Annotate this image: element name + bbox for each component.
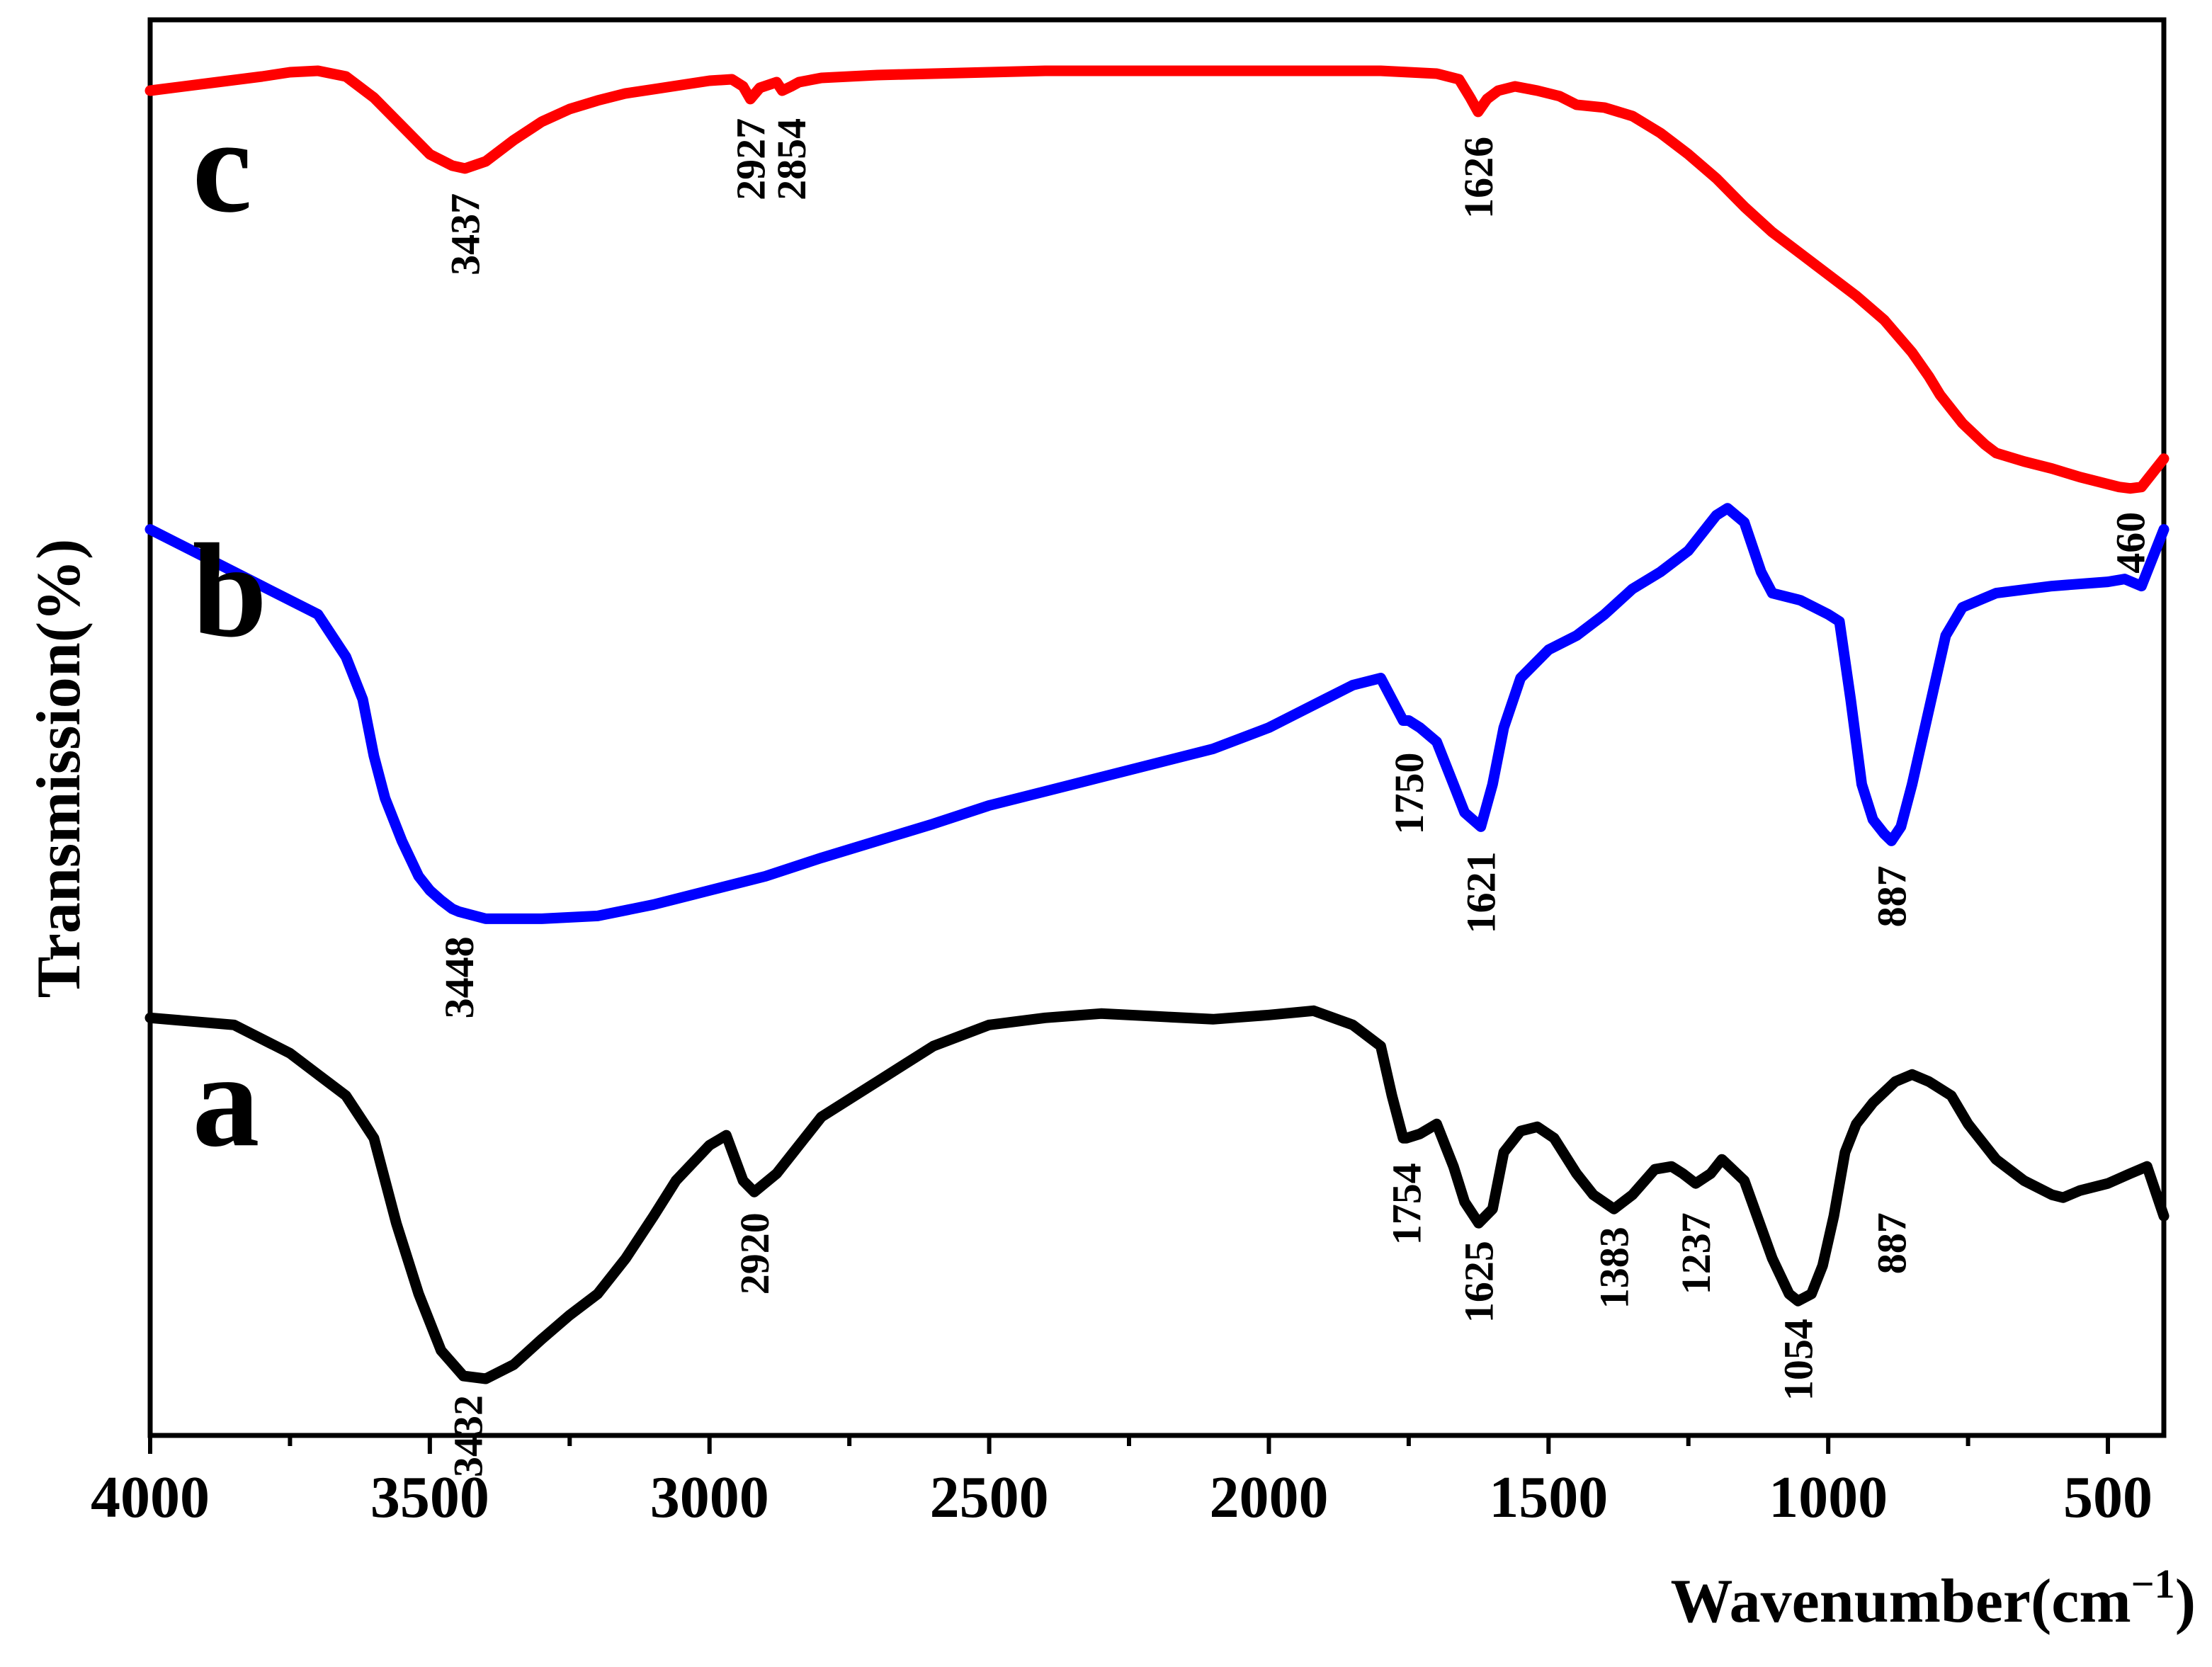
x-tick-label: 2500 bbox=[930, 1464, 1049, 1530]
annotation-layer: 3432 2920 1754 1625 1383 1237 1054 887 3448 1750 1… bbox=[436, 118, 2154, 1477]
peak-label-c-2854: 2854 bbox=[768, 118, 815, 200]
x-tick-label: 500 bbox=[2063, 1464, 2153, 1530]
x-tick-label: 2000 bbox=[1209, 1464, 1328, 1530]
peak-label-c-3437: 3437 bbox=[443, 193, 489, 275]
plot-frame bbox=[147, 17, 2167, 1438]
x-tick-label: 3500 bbox=[370, 1464, 489, 1530]
series-c-line bbox=[144, 65, 2170, 494]
peak-label-b-887: 887 bbox=[1868, 865, 1915, 927]
x-axis-title-main: Wavenumber(cm bbox=[1671, 1567, 2131, 1636]
x-axis-title: Wavenumber(cm−1) bbox=[1671, 1561, 2196, 1636]
peak-label-a-1383: 1383 bbox=[1592, 1227, 1638, 1309]
x-axis-title-close: ) bbox=[2175, 1567, 2196, 1636]
peak-label-c-2927: 2927 bbox=[727, 118, 773, 200]
x-axis-ticks: 4000 3500 3000 2500 2000 1500 1000 500 bbox=[91, 1435, 2153, 1530]
peak-label-b-3448: 3448 bbox=[436, 936, 482, 1018]
series-a-line bbox=[144, 1005, 2170, 1384]
peak-label-c-460: 460 bbox=[2108, 512, 2154, 574]
peak-label-b-1750: 1750 bbox=[1386, 753, 1432, 835]
x-tick-label: 4000 bbox=[91, 1464, 210, 1530]
series-c-label: c bbox=[192, 92, 251, 241]
peak-label-a-1754: 1754 bbox=[1384, 1163, 1430, 1245]
series-b-line bbox=[144, 503, 2170, 924]
series-layer bbox=[144, 65, 2170, 1384]
series-labels: a b c bbox=[192, 92, 267, 1175]
peak-label-a-3432: 3432 bbox=[446, 1395, 492, 1477]
x-tick-label: 3000 bbox=[650, 1464, 769, 1530]
x-axis-title-superscript: −1 bbox=[2131, 1561, 2175, 1607]
peak-label-a-1054: 1054 bbox=[1776, 1319, 1822, 1401]
y-axis-title: Transmission(%) bbox=[25, 539, 93, 999]
x-tick-label: 1500 bbox=[1489, 1464, 1608, 1530]
peak-label-a-1237: 1237 bbox=[1673, 1212, 1719, 1295]
peak-label-b-1621: 1621 bbox=[1458, 851, 1504, 933]
peak-label-a-887: 887 bbox=[1868, 1212, 1915, 1274]
peak-label-a-2920: 2920 bbox=[732, 1212, 778, 1295]
x-tick-label: 1000 bbox=[1769, 1464, 1888, 1530]
peak-label-c-1626: 1626 bbox=[1456, 137, 1502, 219]
series-a-label: a bbox=[192, 1026, 259, 1175]
peak-label-a-1625: 1625 bbox=[1456, 1241, 1502, 1323]
series-b-label: b bbox=[192, 517, 267, 666]
